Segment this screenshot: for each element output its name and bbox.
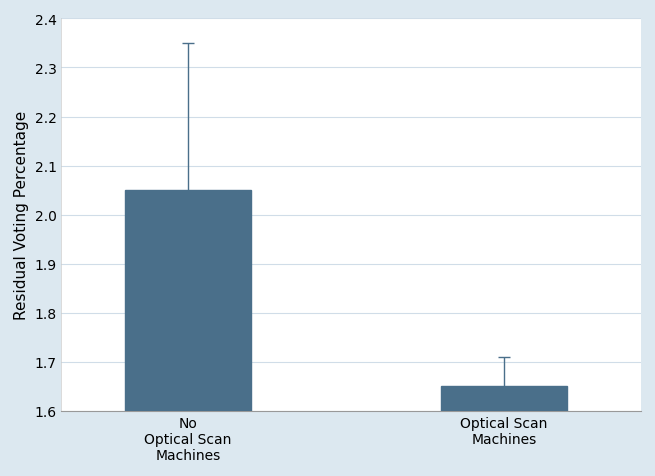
Bar (441, 387, 567, 411)
Y-axis label: Residual Voting Percentage: Residual Voting Percentage (14, 111, 29, 319)
Bar (124, 191, 251, 411)
